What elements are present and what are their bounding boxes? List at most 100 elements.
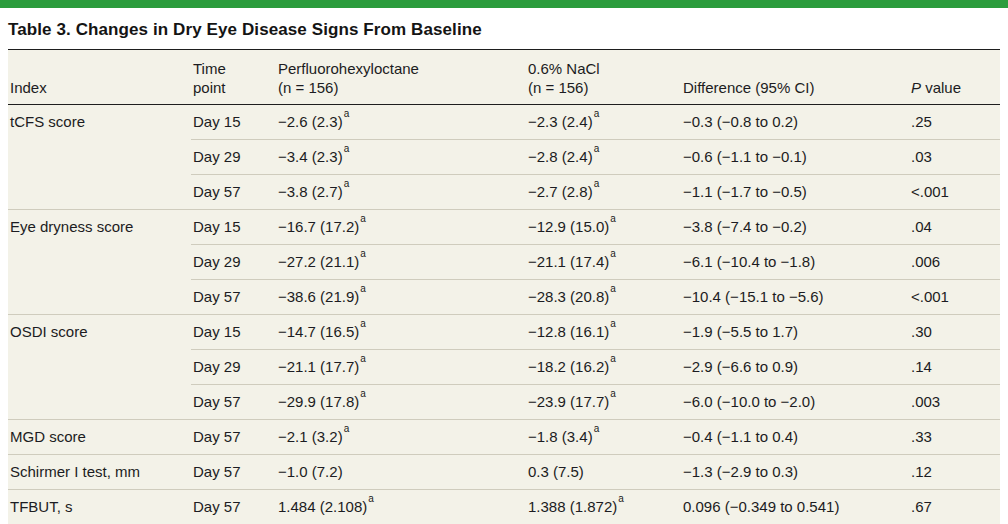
- cell-p-value: .25: [909, 105, 1000, 140]
- cell-difference: −1.1 (−1.7 to −0.5): [681, 175, 909, 210]
- cell-perfluorohexyloctane: −2.6 (2.3)a: [276, 105, 526, 140]
- cell-nacl: −23.9 (17.7)a: [526, 385, 681, 420]
- cell-p-value: .12: [909, 455, 1000, 490]
- col-header-pvalue: P value: [909, 50, 1000, 105]
- cell-time-point: Day 15: [191, 210, 276, 245]
- cell-index: Eye dryness score: [8, 210, 191, 245]
- footnote-marker: a: [618, 493, 624, 504]
- table-row: Day 57−3.8 (2.7)a−2.7 (2.8)a−1.1 (−1.7 t…: [8, 175, 1000, 210]
- cell-index: [8, 350, 191, 385]
- footnote-marker: a: [610, 213, 616, 224]
- cell-nacl: −2.7 (2.8)a: [526, 175, 681, 210]
- cell-time-point: Day 57: [191, 280, 276, 315]
- cell-p-value: .67: [909, 490, 1000, 524]
- table-figure: Table 3. Changes in Dry Eye Disease Sign…: [0, 0, 1008, 524]
- cell-perfluorohexyloctane: −38.6 (21.9)a: [276, 280, 526, 315]
- cell-perfluorohexyloctane: −1.0 (7.2): [276, 455, 526, 490]
- footnote-marker: a: [594, 423, 600, 434]
- cell-time-point: Day 57: [191, 385, 276, 420]
- cell-index: [8, 175, 191, 210]
- footnote-marker: a: [360, 318, 366, 329]
- footnote-marker: a: [610, 388, 616, 399]
- table-row: MGD scoreDay 57−2.1 (3.2)a−1.8 (3.4)a−0.…: [8, 420, 1000, 455]
- cell-p-value: .006: [909, 245, 1000, 280]
- cell-difference: −1.3 (−2.9 to 0.3): [681, 455, 909, 490]
- dry-eye-signs-table: IndexTimepointPerfluorohexyloctane(n = 1…: [8, 49, 1000, 524]
- footnote-marker: a: [344, 143, 350, 154]
- cell-perfluorohexyloctane: −2.1 (3.2)a: [276, 420, 526, 455]
- accent-bar: [0, 0, 1008, 8]
- title-band: Table 3. Changes in Dry Eye Disease Sign…: [0, 8, 1008, 49]
- cell-perfluorohexyloctane: −27.2 (21.1)a: [276, 245, 526, 280]
- table-row: OSDI scoreDay 15−14.7 (16.5)a−12.8 (16.1…: [8, 315, 1000, 350]
- footnote-marker: a: [360, 353, 366, 364]
- cell-index: TFBUT, s: [8, 490, 191, 524]
- table-title: Table 3. Changes in Dry Eye Disease Sign…: [8, 20, 1000, 40]
- cell-index: OSDI score: [8, 315, 191, 350]
- col-header-pfho: Perfluorohexyloctane(n = 156): [276, 50, 526, 105]
- cell-nacl: −2.8 (2.4)a: [526, 140, 681, 175]
- cell-p-value: .03: [909, 140, 1000, 175]
- cell-nacl: −1.8 (3.4)a: [526, 420, 681, 455]
- footnote-marker: a: [368, 493, 374, 504]
- cell-difference: −6.0 (−10.0 to −2.0): [681, 385, 909, 420]
- cell-index: [8, 140, 191, 175]
- table-row: Day 29−3.4 (2.3)a−2.8 (2.4)a−0.6 (−1.1 t…: [8, 140, 1000, 175]
- table-row: tCFS scoreDay 15−2.6 (2.3)a−2.3 (2.4)a−0…: [8, 105, 1000, 140]
- cell-time-point: Day 15: [191, 315, 276, 350]
- footnote-marker: a: [594, 178, 600, 189]
- cell-p-value: .33: [909, 420, 1000, 455]
- footnote-marker: a: [344, 108, 350, 119]
- footnote-marker: a: [360, 283, 366, 294]
- cell-nacl: −12.8 (16.1)a: [526, 315, 681, 350]
- table-row: TFBUT, sDay 571.484 (2.108)a1.388 (1.872…: [8, 490, 1000, 524]
- cell-index: [8, 245, 191, 280]
- cell-difference: −6.1 (−10.4 to −1.8): [681, 245, 909, 280]
- cell-index: tCFS score: [8, 105, 191, 140]
- cell-perfluorohexyloctane: −16.7 (17.2)a: [276, 210, 526, 245]
- table-row: Day 57−38.6 (21.9)a−28.3 (20.8)a−10.4 (−…: [8, 280, 1000, 315]
- cell-p-value: .04: [909, 210, 1000, 245]
- cell-nacl: 1.388 (1.872)a: [526, 490, 681, 524]
- table-row: Day 29−27.2 (21.1)a−21.1 (17.4)a−6.1 (−1…: [8, 245, 1000, 280]
- cell-difference: −3.8 (−7.4 to −0.2): [681, 210, 909, 245]
- col-header-diff: Difference (95% CI): [681, 50, 909, 105]
- col-header-nacl: 0.6% NaCl(n = 156): [526, 50, 681, 105]
- cell-difference: −1.9 (−5.5 to 1.7): [681, 315, 909, 350]
- cell-index: [8, 280, 191, 315]
- footnote-marker: a: [360, 388, 366, 399]
- cell-perfluorohexyloctane: 1.484 (2.108)a: [276, 490, 526, 524]
- cell-time-point: Day 57: [191, 175, 276, 210]
- table-row: Schirmer I test, mmDay 57−1.0 (7.2)0.3 (…: [8, 455, 1000, 490]
- footnote-marker: a: [610, 318, 616, 329]
- cell-p-value: <.001: [909, 175, 1000, 210]
- footnote-marker: a: [360, 248, 366, 259]
- cell-index: Schirmer I test, mm: [8, 455, 191, 490]
- cell-time-point: Day 29: [191, 140, 276, 175]
- footnote-marker: a: [610, 248, 616, 259]
- footnote-marker: a: [610, 353, 616, 364]
- cell-perfluorohexyloctane: −3.8 (2.7)a: [276, 175, 526, 210]
- cell-time-point: Day 57: [191, 420, 276, 455]
- cell-nacl: −21.1 (17.4)a: [526, 245, 681, 280]
- cell-difference: −2.9 (−6.6 to 0.9): [681, 350, 909, 385]
- cell-time-point: Day 15: [191, 105, 276, 140]
- cell-nacl: −12.9 (15.0)a: [526, 210, 681, 245]
- footnote-marker: a: [360, 213, 366, 224]
- footnote-marker: a: [344, 423, 350, 434]
- table-row: Day 57−29.9 (17.8)a−23.9 (17.7)a−6.0 (−1…: [8, 385, 1000, 420]
- cell-difference: −0.3 (−0.8 to 0.2): [681, 105, 909, 140]
- cell-difference: −0.4 (−1.1 to 0.4): [681, 420, 909, 455]
- footnote-marker: a: [610, 283, 616, 294]
- table-row: Day 29−21.1 (17.7)a−18.2 (16.2)a−2.9 (−6…: [8, 350, 1000, 385]
- cell-perfluorohexyloctane: −3.4 (2.3)a: [276, 140, 526, 175]
- cell-difference: 0.096 (−0.349 to 0.541): [681, 490, 909, 524]
- cell-time-point: Day 29: [191, 245, 276, 280]
- cell-perfluorohexyloctane: −21.1 (17.7)a: [276, 350, 526, 385]
- cell-p-value: .14: [909, 350, 1000, 385]
- col-header-time: Timepoint: [191, 50, 276, 105]
- cell-difference: −10.4 (−15.1 to −5.6): [681, 280, 909, 315]
- cell-index: MGD score: [8, 420, 191, 455]
- cell-time-point: Day 29: [191, 350, 276, 385]
- cell-nacl: −18.2 (16.2)a: [526, 350, 681, 385]
